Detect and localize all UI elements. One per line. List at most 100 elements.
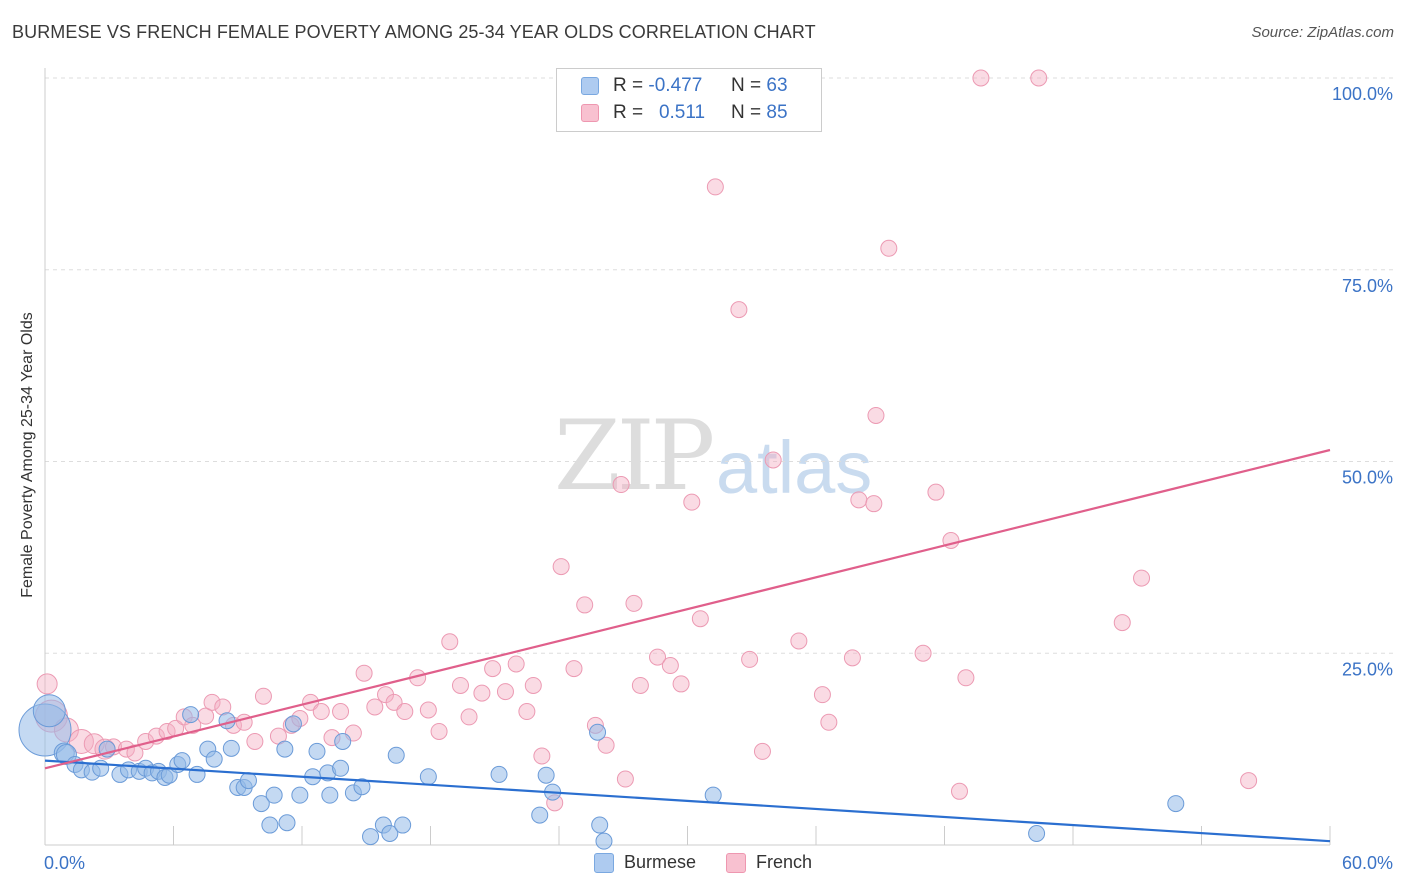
point-french xyxy=(366,698,384,716)
n-value-burmese: 63 xyxy=(766,75,788,96)
trend-line-french xyxy=(44,448,1331,770)
legend-n-burmese: N = 63 xyxy=(731,75,788,97)
point-french xyxy=(441,633,459,651)
point-burmese xyxy=(589,723,607,741)
point-burmese xyxy=(173,752,191,770)
point-french xyxy=(880,239,898,257)
point-french xyxy=(764,451,782,469)
point-french xyxy=(473,684,491,702)
point-burmese xyxy=(334,732,352,750)
point-french xyxy=(565,660,583,678)
point-french xyxy=(625,594,643,612)
legend-row-french: R = 0.511 N = 85 xyxy=(581,102,788,124)
point-french xyxy=(484,660,502,678)
point-burmese xyxy=(1028,824,1046,842)
legend-r-french: R = 0.511 xyxy=(613,102,731,124)
point-french xyxy=(927,483,945,501)
legend-item-french[interactable]: French xyxy=(726,852,812,873)
point-french xyxy=(36,673,58,695)
trend-layer xyxy=(44,448,1331,843)
y-axis-label: Female Poverty Among 25-34 Year Olds xyxy=(19,312,36,598)
legend-label-french: French xyxy=(756,852,813,872)
point-burmese xyxy=(704,786,722,804)
point-burmese xyxy=(394,816,412,834)
point-french xyxy=(631,676,649,694)
point-french xyxy=(649,648,667,666)
point-burmese xyxy=(261,816,279,834)
legend-row-burmese: R = -0.477 N = 63 xyxy=(581,75,788,97)
point-burmese xyxy=(537,766,555,784)
point-burmese xyxy=(32,694,66,728)
point-french xyxy=(312,703,330,721)
point-french xyxy=(203,693,221,711)
point-burmese xyxy=(321,786,339,804)
point-french xyxy=(507,655,525,673)
point-burmese xyxy=(265,786,283,804)
point-burmese xyxy=(387,746,405,764)
point-french xyxy=(419,701,437,719)
x-tick-label-max: 60.0% xyxy=(1342,853,1393,873)
point-french xyxy=(950,782,968,800)
legend-label-burmese: Burmese xyxy=(623,852,696,872)
legend-item-burmese[interactable]: Burmese xyxy=(593,852,696,873)
legend-n-french: N = 85 xyxy=(731,102,788,124)
y-tick-label: 100.0% xyxy=(1332,84,1393,104)
point-french xyxy=(672,675,690,693)
point-french xyxy=(790,632,808,650)
point-burmese xyxy=(419,768,437,786)
point-french xyxy=(957,669,975,687)
point-french xyxy=(843,649,861,667)
point-french xyxy=(612,476,630,494)
point-burmese xyxy=(353,778,371,796)
point-burmese xyxy=(490,765,508,783)
point-french xyxy=(1240,772,1258,790)
r-label: R = xyxy=(613,102,644,123)
point-french xyxy=(1030,69,1048,87)
point-french xyxy=(616,770,634,788)
point-french xyxy=(533,747,551,765)
r-value-burmese: -0.477 xyxy=(648,75,703,96)
grid-layer xyxy=(45,77,1395,654)
series-legend: Burmese French xyxy=(0,852,1406,873)
point-french xyxy=(706,178,724,196)
point-french xyxy=(355,664,373,682)
n-label: N = xyxy=(731,102,762,123)
chart-source: Source: ZipAtlas.com xyxy=(1251,24,1394,41)
legend-swatch-french xyxy=(726,852,746,873)
legend-swatch-burmese xyxy=(593,852,614,873)
point-french xyxy=(68,728,94,754)
watermark-atlas: atlas xyxy=(716,426,873,509)
point-burmese xyxy=(595,832,613,850)
point-french xyxy=(1113,614,1131,632)
point-burmese xyxy=(1167,795,1185,813)
point-burmese xyxy=(276,740,294,758)
point-french xyxy=(753,742,771,760)
points-layer xyxy=(18,69,1258,850)
chart-title: BURMESE VS FRENCH FEMALE POVERTY AMONG 2… xyxy=(12,22,816,42)
point-burmese xyxy=(308,742,326,760)
point-french xyxy=(396,703,414,721)
point-french xyxy=(691,610,709,628)
watermark-zip: ZIP xyxy=(554,400,715,512)
point-french xyxy=(254,687,272,705)
point-french xyxy=(813,686,831,704)
point-french xyxy=(865,495,883,513)
point-burmese xyxy=(252,795,270,813)
label-layer: 100.0% 75.0% 50.0% 25.0% 0.0% 60.0% xyxy=(44,84,1393,873)
point-french xyxy=(867,406,885,424)
r-value-french: 0.511 xyxy=(658,102,706,123)
point-french xyxy=(850,491,868,509)
point-burmese xyxy=(362,828,380,846)
point-french xyxy=(576,596,594,614)
point-burmese xyxy=(381,824,399,842)
point-french xyxy=(332,703,350,721)
legend-swatch-french xyxy=(581,104,599,122)
point-french xyxy=(741,650,759,668)
legend-r-burmese: R = -0.477 xyxy=(613,75,731,97)
point-french xyxy=(451,676,469,694)
point-french xyxy=(914,644,932,662)
point-burmese xyxy=(222,739,240,757)
point-french xyxy=(730,301,748,319)
point-burmese xyxy=(205,750,223,768)
point-french xyxy=(597,736,615,754)
